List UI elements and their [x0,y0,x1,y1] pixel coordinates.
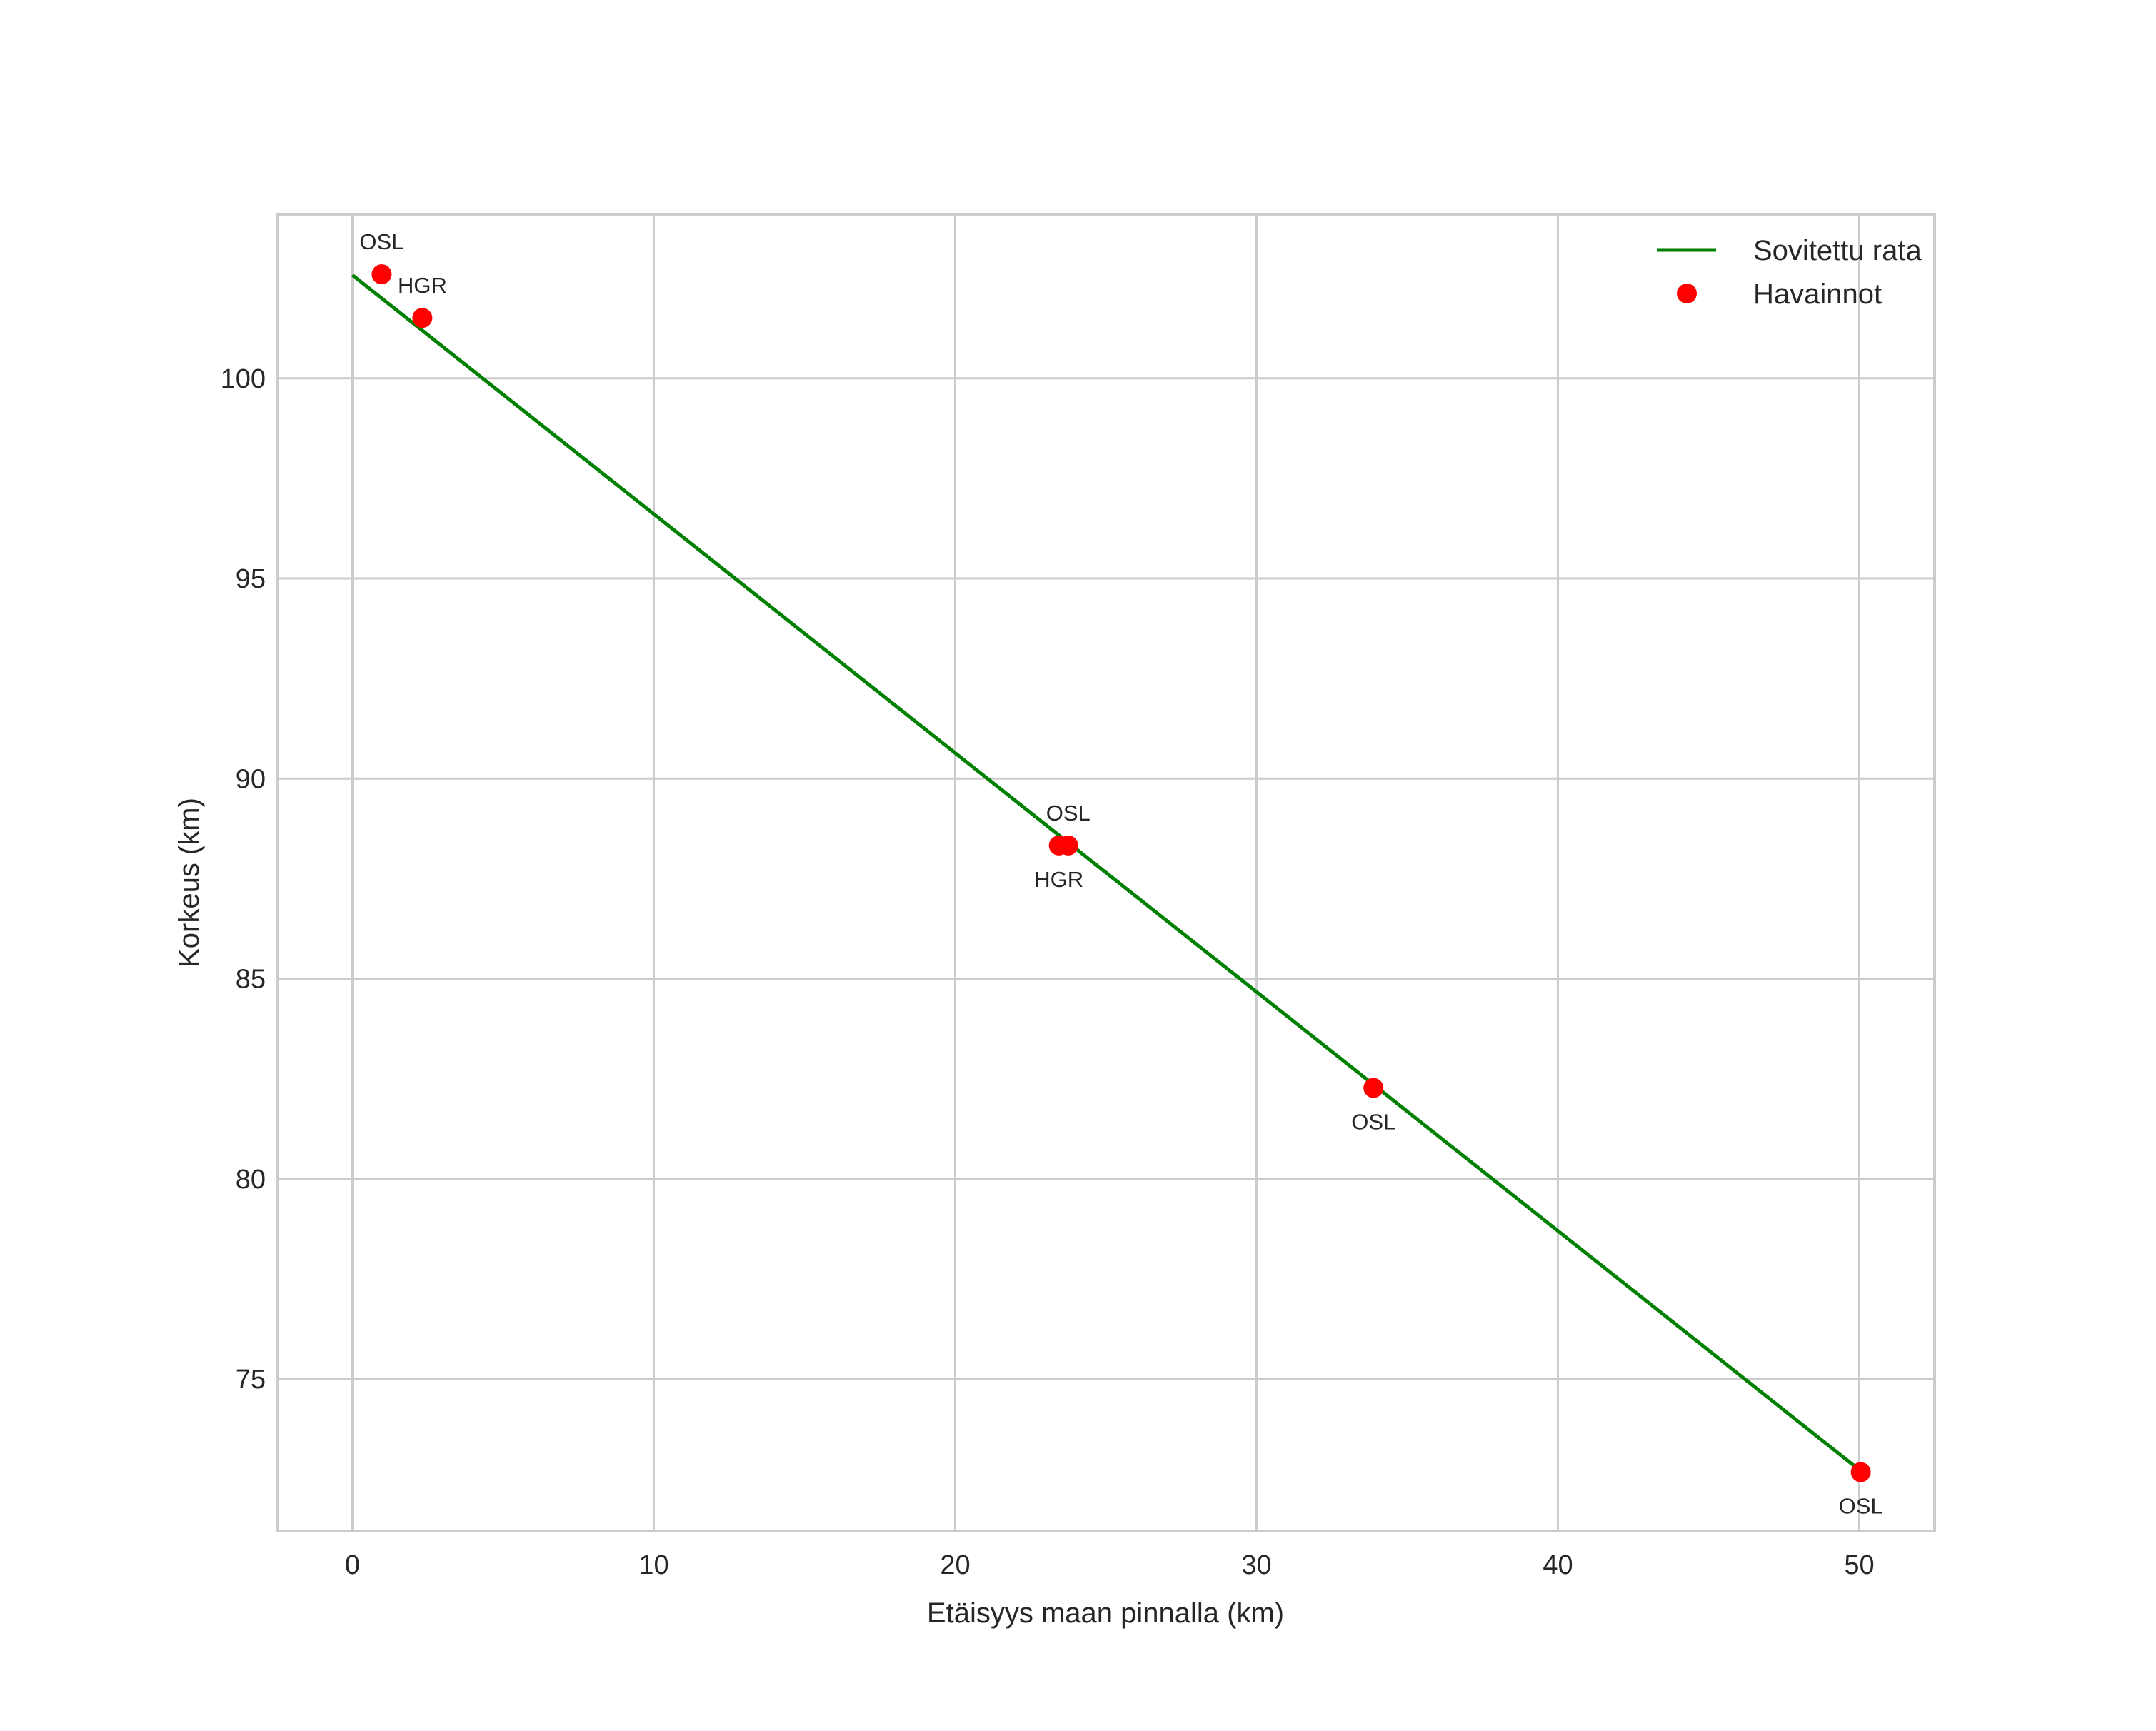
y-tick-label: 90 [236,764,266,794]
legend-label-observations: Havainnot [1753,279,1882,310]
x-axis-ticks: 0 10 20 30 40 50 [345,1550,1875,1580]
x-tick-label: 20 [940,1550,970,1580]
fitted-track-line [351,274,1861,1472]
observation-point [412,308,433,328]
observation-point [1850,1462,1871,1482]
x-tick-label: 40 [1543,1550,1573,1580]
station-label: OSL [359,229,403,254]
x-tick-label: 30 [1241,1550,1271,1580]
y-axis-label: Korkeus (km) [174,798,205,968]
plot-frame [276,213,1936,1532]
x-tick-label: 50 [1844,1550,1874,1580]
grid-lines [277,214,1935,1531]
x-axis-label: Etäisyys maan pinnalla (km) [927,1597,1284,1629]
y-tick-label: 75 [236,1365,266,1395]
legend: Sovitettu rata Havainnot [1657,235,1922,310]
x-tick-label: 0 [345,1550,360,1580]
station-label: HGR [1034,867,1083,892]
station-label: OSL [1839,1494,1883,1519]
station-label: OSL [1351,1110,1395,1135]
observation-point [1048,835,1069,856]
plot-series: OSL HGR OSL HGR OSL OSL [351,229,1883,1519]
y-tick-label: 100 [221,364,266,394]
observation-point [1363,1078,1384,1098]
y-tick-label: 95 [236,564,266,594]
station-label: OSL [1046,801,1090,826]
x-tick-label: 10 [638,1550,668,1580]
observation-point [371,264,392,285]
legend-label-fitted-track: Sovitettu rata [1753,235,1922,266]
y-tick-label: 80 [236,1165,266,1195]
y-tick-label: 85 [236,965,266,995]
station-label: HGR [398,273,447,298]
y-axis-ticks: 75 80 85 90 95 100 [221,364,266,1395]
legend-dot-icon [1677,284,1697,303]
